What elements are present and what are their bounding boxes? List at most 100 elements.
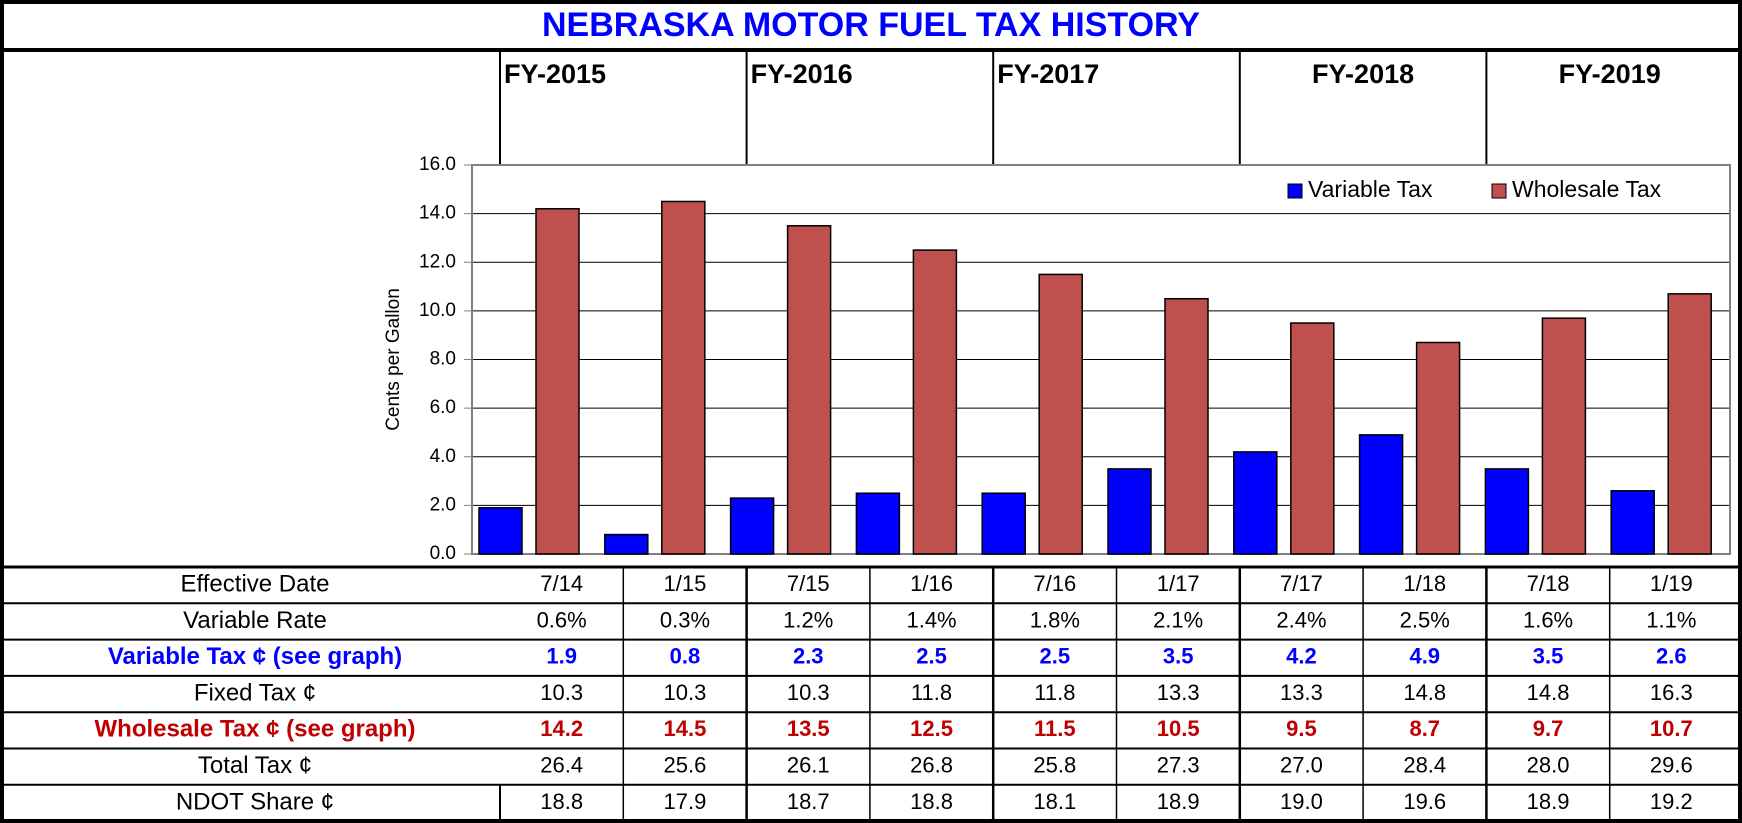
cell: 16.3 [1650,680,1693,705]
bar [1358,434,1404,555]
cell: 26.1 [787,752,830,777]
bar [1415,341,1461,555]
cell: 14.8 [1527,680,1570,705]
cell: 19.0 [1280,789,1323,814]
cell: 11.5 [1034,716,1076,741]
y-tick-label: 2.0 [430,494,456,515]
cell: 7/14 [540,571,583,596]
cell: 0.3% [660,607,710,632]
cell: 19.6 [1403,789,1446,814]
cell: 7/17 [1280,571,1323,596]
cell: 0.8 [670,644,701,669]
cell: 1/18 [1403,571,1446,596]
row-label: Total Tax ¢ [198,752,312,779]
bar [786,225,832,555]
y-tick-label: 10.0 [419,300,456,321]
cell: 28.0 [1527,752,1570,777]
bar [1667,293,1712,555]
row-label: Variable Tax ¢ (see graph) [108,643,402,670]
cell: 11.8 [1034,680,1075,705]
cell: 1/19 [1650,571,1693,596]
cell: 1/15 [664,571,707,596]
row-label: Wholesale Tax ¢ (see graph) [95,716,416,743]
cell: 10.3 [540,680,583,705]
legend-swatch [1287,183,1303,199]
cell: 13.3 [1280,680,1323,705]
y-tick-label: 16.0 [419,154,456,175]
cell: 12.5 [910,716,953,741]
cell: 7/16 [1033,571,1076,596]
cell: 1.4% [906,607,956,632]
cell: 1.6% [1523,607,1573,632]
y-tick-label: 8.0 [430,349,456,370]
fiscal-year: FY-2019 [1559,59,1661,89]
cell: 10.7 [1650,716,1693,741]
cell: 25.6 [664,752,707,777]
bar [661,200,706,555]
cell: 18.7 [787,789,830,814]
cell: 1.2% [783,607,833,632]
cell: 7/15 [787,571,830,596]
cell: 2.5 [916,644,947,669]
cell: 8.7 [1409,716,1440,741]
cell: 14.2 [540,716,583,741]
cell: 27.3 [1157,752,1200,777]
y-tick-label: 6.0 [430,397,456,418]
bar [604,533,649,555]
bar [1164,297,1209,555]
bar [1107,468,1152,555]
bar [478,507,523,555]
y-tick-label: 0.0 [430,543,456,564]
cell: 18.1 [1033,789,1076,814]
cell: 28.4 [1403,752,1446,777]
row-label: Effective Date [181,570,330,597]
cell: 13.5 [787,716,830,741]
cell: 4.2 [1286,644,1317,669]
bar [729,497,775,555]
legend-swatch [1491,183,1507,199]
bar [1290,322,1335,555]
bar [1038,273,1083,555]
cell: 10.5 [1157,716,1200,741]
legend-label: Variable Tax [1308,176,1433,202]
cell: 2.4% [1276,607,1326,632]
cell: 3.5 [1163,644,1194,669]
fiscal-year: FY-2017 [997,59,1099,89]
cell: 2.3 [793,644,824,669]
bar [855,492,901,555]
cell: 17.9 [664,789,707,814]
cell: 10.3 [664,680,707,705]
cell: 1.1% [1646,607,1696,632]
bar [912,249,958,555]
cell: 1.8% [1030,607,1080,632]
cell: 27.0 [1280,752,1323,777]
y-tick-label: 14.0 [419,203,456,224]
cell: 26.8 [910,752,953,777]
cell: 14.8 [1403,680,1446,705]
cell: 1.9 [546,644,577,669]
bar [1233,451,1278,555]
cell: 3.5 [1533,644,1564,669]
bar [1610,490,1655,555]
cell: 18.8 [540,789,583,814]
cell: 2.6 [1656,644,1687,669]
cell: 13.3 [1157,680,1200,705]
row-label: NDOT Share ¢ [176,788,334,815]
cell: 29.6 [1650,752,1693,777]
y-tick-label: 12.0 [419,251,456,272]
cell: 9.7 [1533,716,1564,741]
cell: 10.3 [787,680,830,705]
row-label: Variable Rate [183,607,327,634]
fiscal-year: FY-2016 [751,59,853,89]
y-tick-label: 4.0 [430,446,456,467]
cell: 2.5% [1400,607,1450,632]
cell: 14.5 [664,716,707,741]
y-axis-label: Cents per Gallon [383,288,404,431]
cell: 18.8 [910,789,953,814]
cell: 18.9 [1527,789,1570,814]
cell: 4.9 [1409,644,1440,669]
bar [1541,317,1587,555]
cell: 18.9 [1157,789,1200,814]
